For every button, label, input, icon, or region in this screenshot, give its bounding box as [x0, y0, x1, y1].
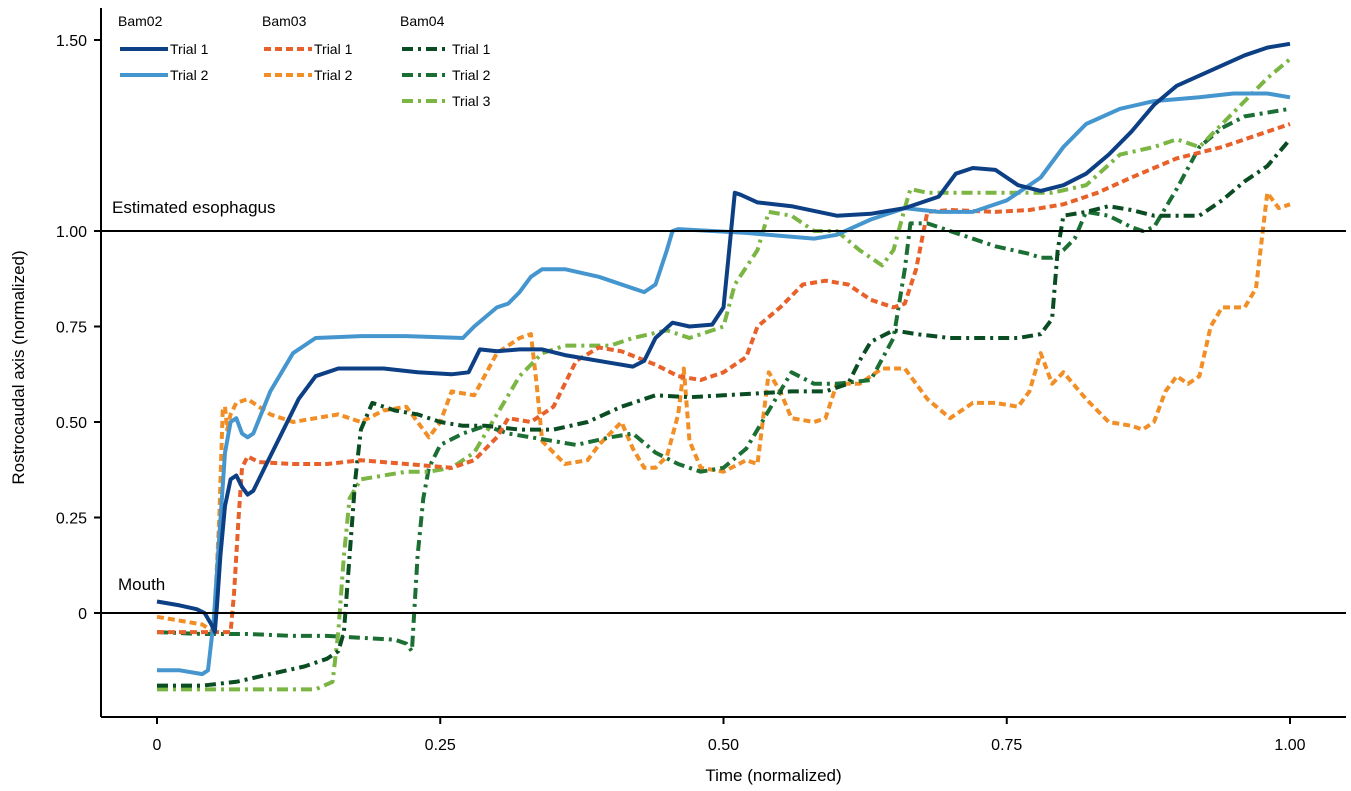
y-tick-label: 0: [78, 606, 87, 623]
y-tick-label: 0.50: [56, 415, 87, 432]
legend-label: Trial 1: [314, 41, 353, 57]
legend-group-title-bam02: Bam02: [118, 13, 163, 29]
y-axis-title: Rostrocaudal axis (normalized): [9, 250, 28, 484]
legend-label: Trial 1: [452, 41, 491, 57]
legend-group-title-bam03: Bam03: [262, 13, 307, 29]
legend-label: Trial 2: [170, 67, 209, 83]
series-line-bam04-trial-2: [156, 106, 1291, 654]
legend-label: Trial 3: [452, 93, 491, 109]
x-tick-label: 0: [153, 737, 162, 754]
x-axis-title: Time (normalized): [705, 766, 841, 785]
reference-label-esophagus: Estimated esophagus: [112, 198, 276, 217]
legend-group-title-bam04: Bam04: [400, 13, 445, 29]
reference-lines: Estimated esophagus Mouth: [101, 198, 1346, 614]
series-line-bam03-trial-1: [157, 122, 1291, 635]
tick-marks: 0 0.25 0.50 0.75 1.00 1.50 0 0.25 0.50 0.75 1.00: [56, 33, 1306, 754]
legend-label: Trial 2: [314, 67, 353, 83]
series-line-bam02-trial-2: [157, 91, 1291, 677]
x-tick-label: 0.75: [991, 737, 1022, 754]
reference-label-mouth: Mouth: [118, 575, 165, 594]
x-tick-label: 0.50: [708, 737, 739, 754]
series-line-bam04-trial-3: [157, 57, 1292, 692]
legend-label: Trial 2: [452, 67, 491, 83]
y-tick-label: 0.25: [56, 511, 87, 528]
series-layer: [156, 41, 1292, 692]
x-tick-label: 1.00: [1274, 737, 1305, 754]
legend: Bam02 Bam03 Bam04 Trial 1 Trial 2 Trial 1 Tria…: [118, 13, 491, 109]
y-tick-label: 1.50: [56, 33, 87, 50]
y-tick-label: 0.75: [56, 320, 87, 337]
y-tick-label: 1.00: [56, 224, 87, 241]
series-line-bam02-trial-1: [156, 41, 1291, 635]
x-tick-label: 0.25: [425, 737, 456, 754]
series-line-bam04-trial-1: [157, 138, 1292, 688]
legend-label: Trial 1: [170, 41, 209, 57]
series-line-bam03-trial-2: [156, 190, 1291, 635]
